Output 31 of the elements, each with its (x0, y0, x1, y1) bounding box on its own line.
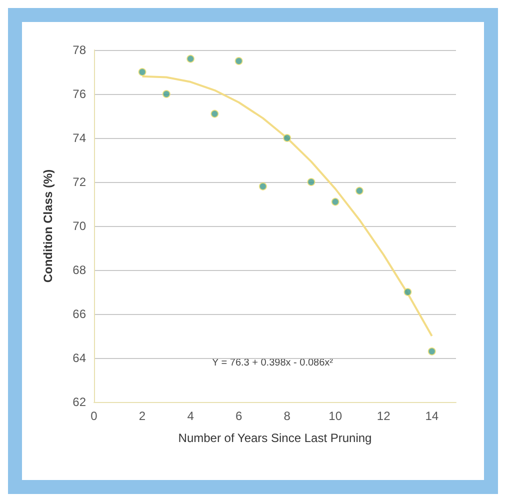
y-axis-title: Condition Class (%) (41, 169, 55, 283)
x-tick-label: 14 (425, 409, 439, 423)
point (210, 110, 219, 118)
x-tick-label: 10 (328, 409, 342, 423)
y-tick-label: 70 (72, 219, 86, 233)
y-tick-label: 66 (72, 307, 86, 321)
x-tick-label: 4 (187, 409, 194, 423)
x-tick-label: 0 (90, 409, 98, 423)
point (138, 68, 146, 76)
point (283, 134, 292, 142)
point (307, 178, 316, 186)
point (186, 54, 195, 63)
point (331, 198, 340, 206)
point (428, 347, 436, 356)
x-tick-label: 12 (376, 409, 391, 423)
x-tick-label: 2 (138, 409, 146, 423)
point (404, 288, 412, 296)
y-tick-label: 62 (72, 395, 86, 409)
y-tick-label: 64 (72, 351, 86, 365)
y-tick-label: 76 (72, 87, 86, 101)
y-tick-label: 72 (72, 175, 86, 189)
y-tick-label: 78 (72, 43, 86, 57)
point (258, 182, 267, 190)
y-tick-label: 68 (72, 263, 86, 277)
point (355, 186, 364, 195)
x-tick-label: 6 (235, 409, 242, 423)
x-tick-label: 8 (284, 409, 291, 423)
point (162, 90, 170, 98)
y-tick-label: 74 (72, 131, 86, 145)
point (234, 57, 243, 65)
x-axis-title: Number of Years Since Last Pruning (178, 431, 372, 445)
